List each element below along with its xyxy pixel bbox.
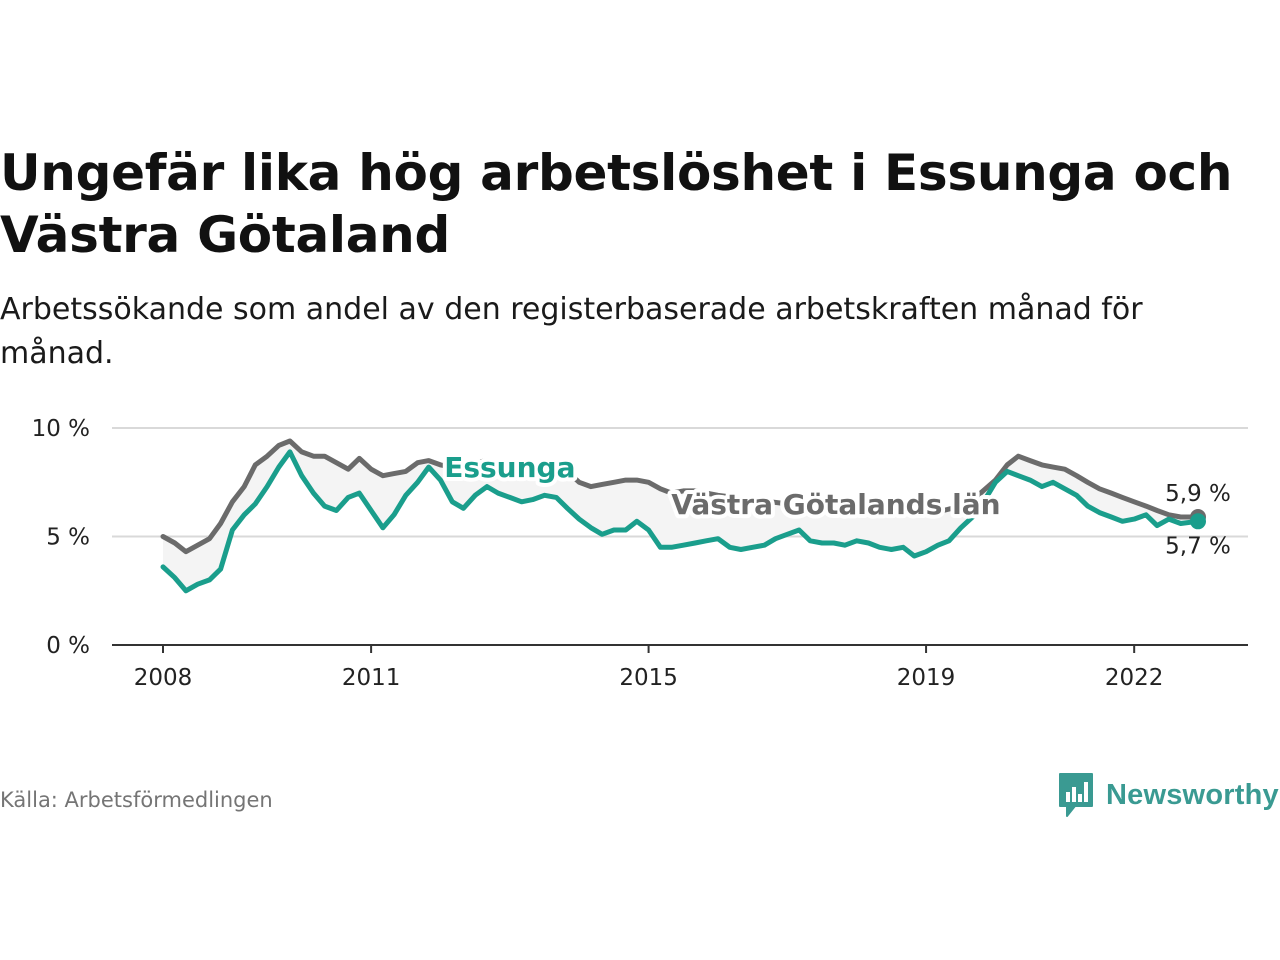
y-axis: 0 % 5 % 10 % xyxy=(32,416,90,659)
x-axis: 2008 2011 2015 2019 2022 xyxy=(112,644,1248,691)
series-label-essunga: Essunga xyxy=(444,451,575,484)
end-label-essunga: 5,7 % xyxy=(1165,533,1231,559)
series-label-vastra-gotaland: Västra Götalands län xyxy=(671,488,1000,521)
x-tick-label: 2011 xyxy=(342,665,401,691)
x-tick-label: 2008 xyxy=(134,665,193,691)
chart-subtitle: Arbetssökande som andel av den registerb… xyxy=(0,292,1143,371)
y-tick-label: 0 % xyxy=(46,633,90,659)
x-tick-label: 2015 xyxy=(619,665,678,691)
series-line-essunga xyxy=(160,449,1201,594)
source-note: Källa: Arbetsförmedlingen xyxy=(0,788,273,812)
y-tick-label: 5 % xyxy=(46,525,90,551)
chart-title: Ungefär lika hög arbetslöshet i Essunga … xyxy=(0,144,1233,264)
newsworthy-logo: Newsworthy xyxy=(1058,772,1279,818)
newsworthy-logo-icon xyxy=(1059,773,1093,817)
y-tick-label: 10 % xyxy=(32,416,90,442)
line-chart: 0 %5 %10 % 2008 2011 2015 2019 2022 Essunga … xyxy=(32,416,1248,691)
series-line-vastra-gotaland xyxy=(160,438,1201,555)
x-tick-label: 2019 xyxy=(897,665,956,691)
difference-band xyxy=(163,441,1198,591)
end-point-essunga xyxy=(1190,513,1206,530)
newsworthy-brand-name: Newsworthy xyxy=(1106,778,1279,811)
x-tick-label: 2022 xyxy=(1105,665,1164,691)
end-label-vastra-gotaland: 5,9 % xyxy=(1165,481,1231,507)
